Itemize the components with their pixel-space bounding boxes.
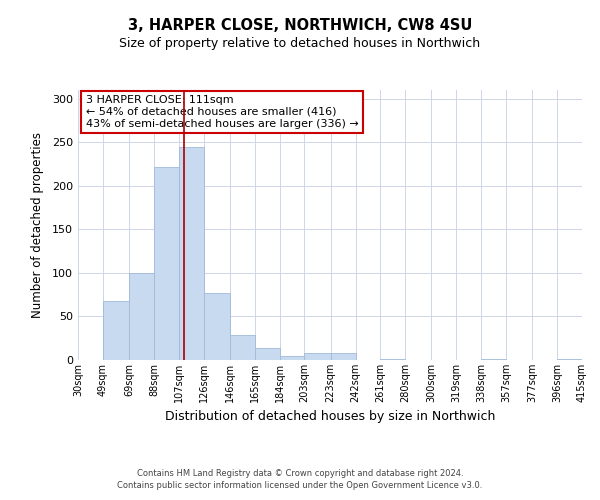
Bar [129, 273, 154, 360]
Text: Contains public sector information licensed under the Open Government Licence v3: Contains public sector information licen… [118, 481, 482, 490]
Bar [203, 293, 230, 360]
Bar [280, 356, 304, 360]
Text: Size of property relative to detached houses in Northwich: Size of property relative to detached ho… [119, 38, 481, 51]
X-axis label: Distribution of detached houses by size in Northwich: Distribution of detached houses by size … [165, 410, 495, 424]
Bar [331, 353, 356, 360]
Bar [230, 334, 255, 360]
Text: 3 HARPER CLOSE: 111sqm
← 54% of detached houses are smaller (416)
43% of semi-de: 3 HARPER CLOSE: 111sqm ← 54% of detached… [86, 96, 358, 128]
Y-axis label: Number of detached properties: Number of detached properties [31, 132, 44, 318]
Bar [103, 301, 129, 360]
Bar [380, 359, 405, 360]
Bar [154, 166, 179, 360]
Text: 3, HARPER CLOSE, NORTHWICH, CW8 4SU: 3, HARPER CLOSE, NORTHWICH, CW8 4SU [128, 18, 472, 32]
Bar [481, 359, 506, 360]
Bar [179, 146, 203, 360]
Bar [255, 348, 280, 360]
Text: Contains HM Land Registry data © Crown copyright and database right 2024.: Contains HM Land Registry data © Crown c… [137, 468, 463, 477]
Bar [304, 353, 331, 360]
Bar [557, 359, 582, 360]
